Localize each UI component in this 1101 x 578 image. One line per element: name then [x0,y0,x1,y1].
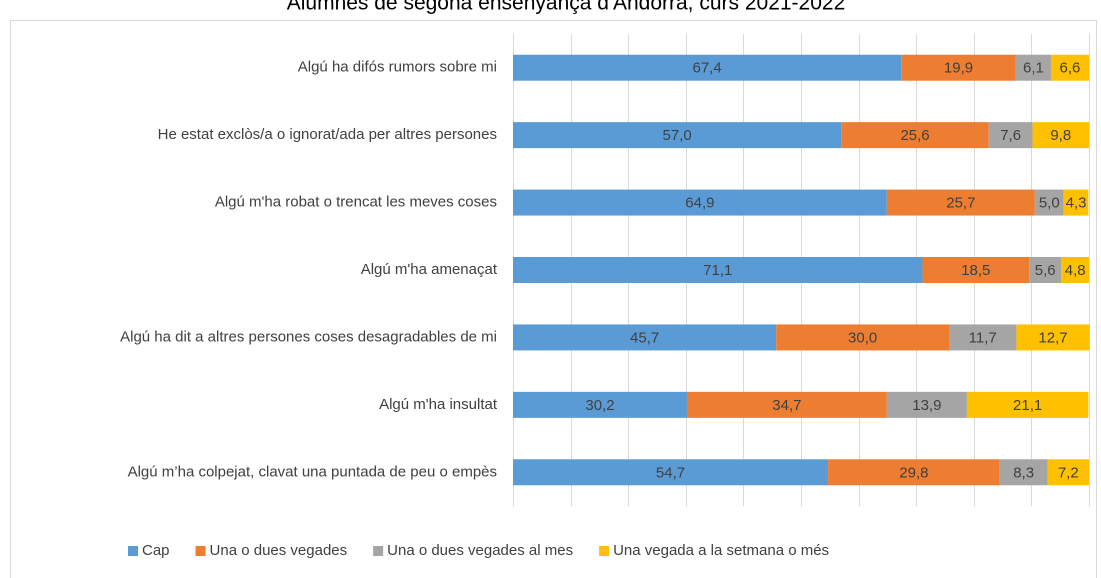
data-label: 7,2 [1058,464,1079,481]
bar-segment [513,391,687,418]
y-tick-label: Algú ha dit a altres persones coses desa… [120,328,497,345]
legend-swatch [195,546,206,556]
data-label: 54,7 [656,464,685,481]
data-label: 25,6 [900,127,929,144]
bar-segment [901,54,1016,81]
data-label: 11,7 [969,329,997,346]
data-label: 6,6 [1060,60,1081,77]
bar-segment [1029,257,1062,283]
y-tick-label: Algú m'ha robat o trencat les meves cose… [215,194,497,211]
bar-segment [513,189,887,216]
data-label: 8,3 [1013,464,1034,481]
y-tick-label: Algú m'ha amenaçat [361,261,498,278]
data-label: 5,6 [1035,262,1056,279]
y-tick-label: Algú ha difós rumors sobre mi [298,59,497,76]
chart-title: Alumnes de segona ensenyança d'Andorra, … [287,0,846,15]
legend-label: Una o dues vegades [210,542,348,559]
data-label: 13,9 [912,397,941,414]
bar-segment [828,459,1000,486]
legend-swatch [373,546,384,556]
legend-label: Una vegada a la setmana o més [613,542,829,559]
chart-border [10,20,1097,578]
bar-segment [1032,122,1089,149]
bar-segment [966,391,1089,418]
bar-segment [886,189,1035,216]
data-label: 7,6 [1000,127,1021,144]
bar-segment [1061,257,1089,283]
data-label: 67,4 [693,60,722,77]
data-label: 64,9 [685,195,714,212]
data-label: 5,0 [1039,195,1060,212]
data-label: 34,7 [772,397,801,414]
bar-segment [686,391,887,418]
bar-segment [841,122,989,149]
data-label: 19,9 [944,60,973,77]
data-label: 12,7 [1038,329,1067,346]
data-label: 6,1 [1023,60,1044,77]
bar-segment [1050,54,1089,81]
data-label: 25,7 [946,195,975,212]
y-tick-label: He estat exclòs/a o ignorat/ada per altr… [158,126,497,143]
bar-segment [776,324,950,351]
data-label: 9,8 [1050,127,1071,144]
bar-segment [513,324,777,351]
bar-segment [513,54,902,81]
bar-segment [513,459,829,486]
bar-segment [886,391,967,418]
bar-segment [949,324,1017,351]
data-label: 29,8 [899,464,928,481]
data-label: 71,1 [703,262,732,279]
bar-segment [999,459,1048,486]
data-label: 45,7 [630,329,659,346]
legend-swatch [128,546,138,556]
data-label: 30,0 [848,329,877,346]
bar-segment [1047,459,1089,486]
legend-swatch [599,546,610,556]
legend-label: Una o dues vegades al mes [387,542,573,559]
bar-segment [513,122,842,149]
bar-segment [1063,189,1089,216]
bar-segment [513,257,923,283]
data-label: 57,0 [663,127,692,144]
y-tick-label: Algú m'ha insultat [379,396,498,413]
bar-segment [1015,54,1051,81]
legend-label: Cap [142,542,170,559]
data-label: 21,1 [1013,397,1042,414]
data-label: 18,5 [961,262,990,279]
y-tick-label: Algú m’ha colpejat, clavat una puntada d… [128,463,497,480]
bar-segment [1016,324,1090,351]
bar-segment [1034,189,1064,216]
bar-segment [988,122,1033,149]
bar-segment [922,257,1030,283]
data-label: 4,8 [1065,262,1086,279]
data-label: 30,2 [585,397,614,414]
data-label: 4,3 [1066,195,1087,212]
